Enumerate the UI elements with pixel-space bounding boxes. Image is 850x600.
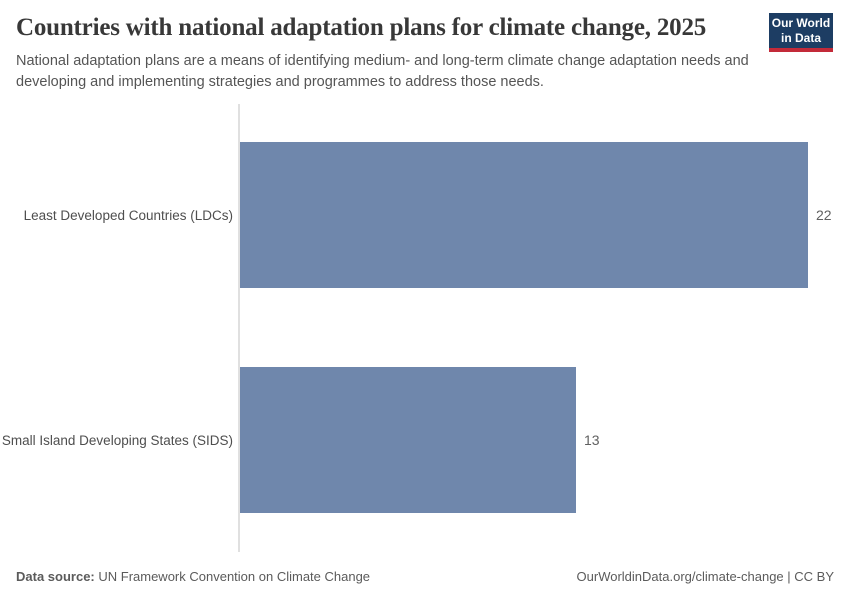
owid-logo-line1: Our World [771, 15, 831, 30]
chart-footer: Data source: UN Framework Convention on … [16, 569, 834, 584]
license-note: OurWorldinData.org/climate-change | CC B… [576, 569, 834, 584]
bar-sids[interactable] [240, 367, 576, 513]
data-source-value: UN Framework Convention on Climate Chang… [94, 569, 371, 584]
value-label-sids: 13 [584, 432, 600, 448]
owid-logo-line2: in Data [780, 30, 821, 45]
bar-row-ldc: Least Developed Countries (LDCs) 22 [0, 142, 832, 288]
category-label-ldc: Least Developed Countries (LDCs) [23, 207, 233, 223]
y-axis-line [238, 104, 240, 552]
chart-title: Countries with national adaptation plans… [16, 14, 707, 41]
bar-ldc[interactable] [240, 142, 808, 288]
owid-logo[interactable]: Our World in Data [769, 13, 833, 52]
data-source-note: Data source: UN Framework Convention on … [16, 569, 370, 584]
value-label-ldc: 22 [816, 207, 832, 223]
chart-subtitle: National adaptation plans are a means of… [16, 53, 749, 91]
category-label-sids: Small Island Developing States (SIDS) [1, 432, 233, 448]
bar-row-sids: Small Island Developing States (SIDS) 13 [0, 367, 600, 513]
data-source-label: Data source: [16, 569, 95, 584]
